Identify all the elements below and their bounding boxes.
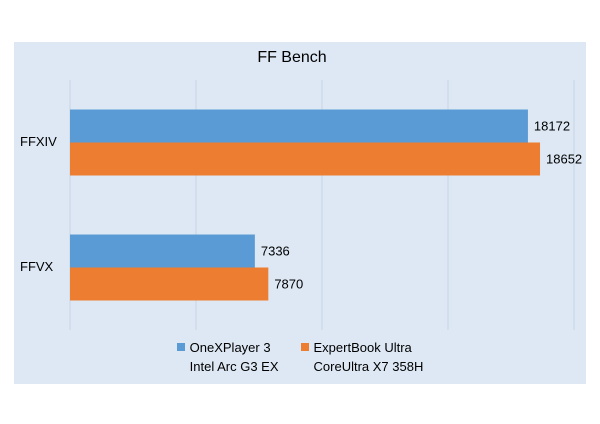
chart-area	[14, 42, 586, 384]
legend-swatch	[300, 343, 309, 351]
legend-swatch	[176, 343, 185, 351]
bar	[70, 234, 255, 268]
value-label: 18652	[546, 151, 582, 166]
bar	[70, 109, 528, 143]
y-tick-label: FFVX	[20, 259, 54, 274]
legend-label: ExpertBook Ultra CoreUltra X7 358H	[313, 340, 424, 374]
value-label: 18172	[534, 118, 570, 133]
legend-label: OneXPlayer 3 Intel Arc G3 EX	[189, 340, 279, 374]
bar	[70, 142, 541, 176]
value-label: 7870	[274, 276, 303, 291]
legend: OneXPlayer 3 Intel Arc G3 EX ExpertBook U…	[0, 338, 600, 376]
chart-title: FF Bench	[257, 49, 326, 66]
legend-item: ExpertBook Ultra CoreUltra X7 358H	[300, 338, 424, 376]
bar	[70, 267, 269, 301]
value-label: 7336	[261, 243, 290, 258]
y-tick-label: FFXIV	[20, 134, 57, 149]
legend-item: OneXPlayer 3 Intel Arc G3 EX	[176, 338, 279, 376]
